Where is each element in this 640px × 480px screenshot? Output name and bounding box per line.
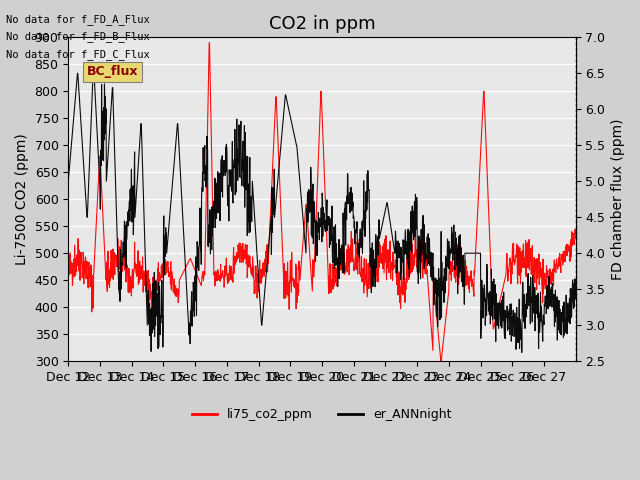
Text: BC_flux: BC_flux — [86, 65, 138, 78]
Title: CO2 in ppm: CO2 in ppm — [269, 15, 375, 33]
Legend: li75_co2_ppm, er_ANNnight: li75_co2_ppm, er_ANNnight — [188, 403, 457, 426]
Text: No data for f_FD_A_Flux: No data for f_FD_A_Flux — [6, 13, 150, 24]
Y-axis label: Li-7500 CO2 (ppm): Li-7500 CO2 (ppm) — [15, 133, 29, 265]
Y-axis label: FD chamber flux (ppm): FD chamber flux (ppm) — [611, 119, 625, 280]
Text: No data for f_FD_B_Flux: No data for f_FD_B_Flux — [6, 31, 150, 42]
Text: No data for f_FD_C_Flux: No data for f_FD_C_Flux — [6, 49, 150, 60]
